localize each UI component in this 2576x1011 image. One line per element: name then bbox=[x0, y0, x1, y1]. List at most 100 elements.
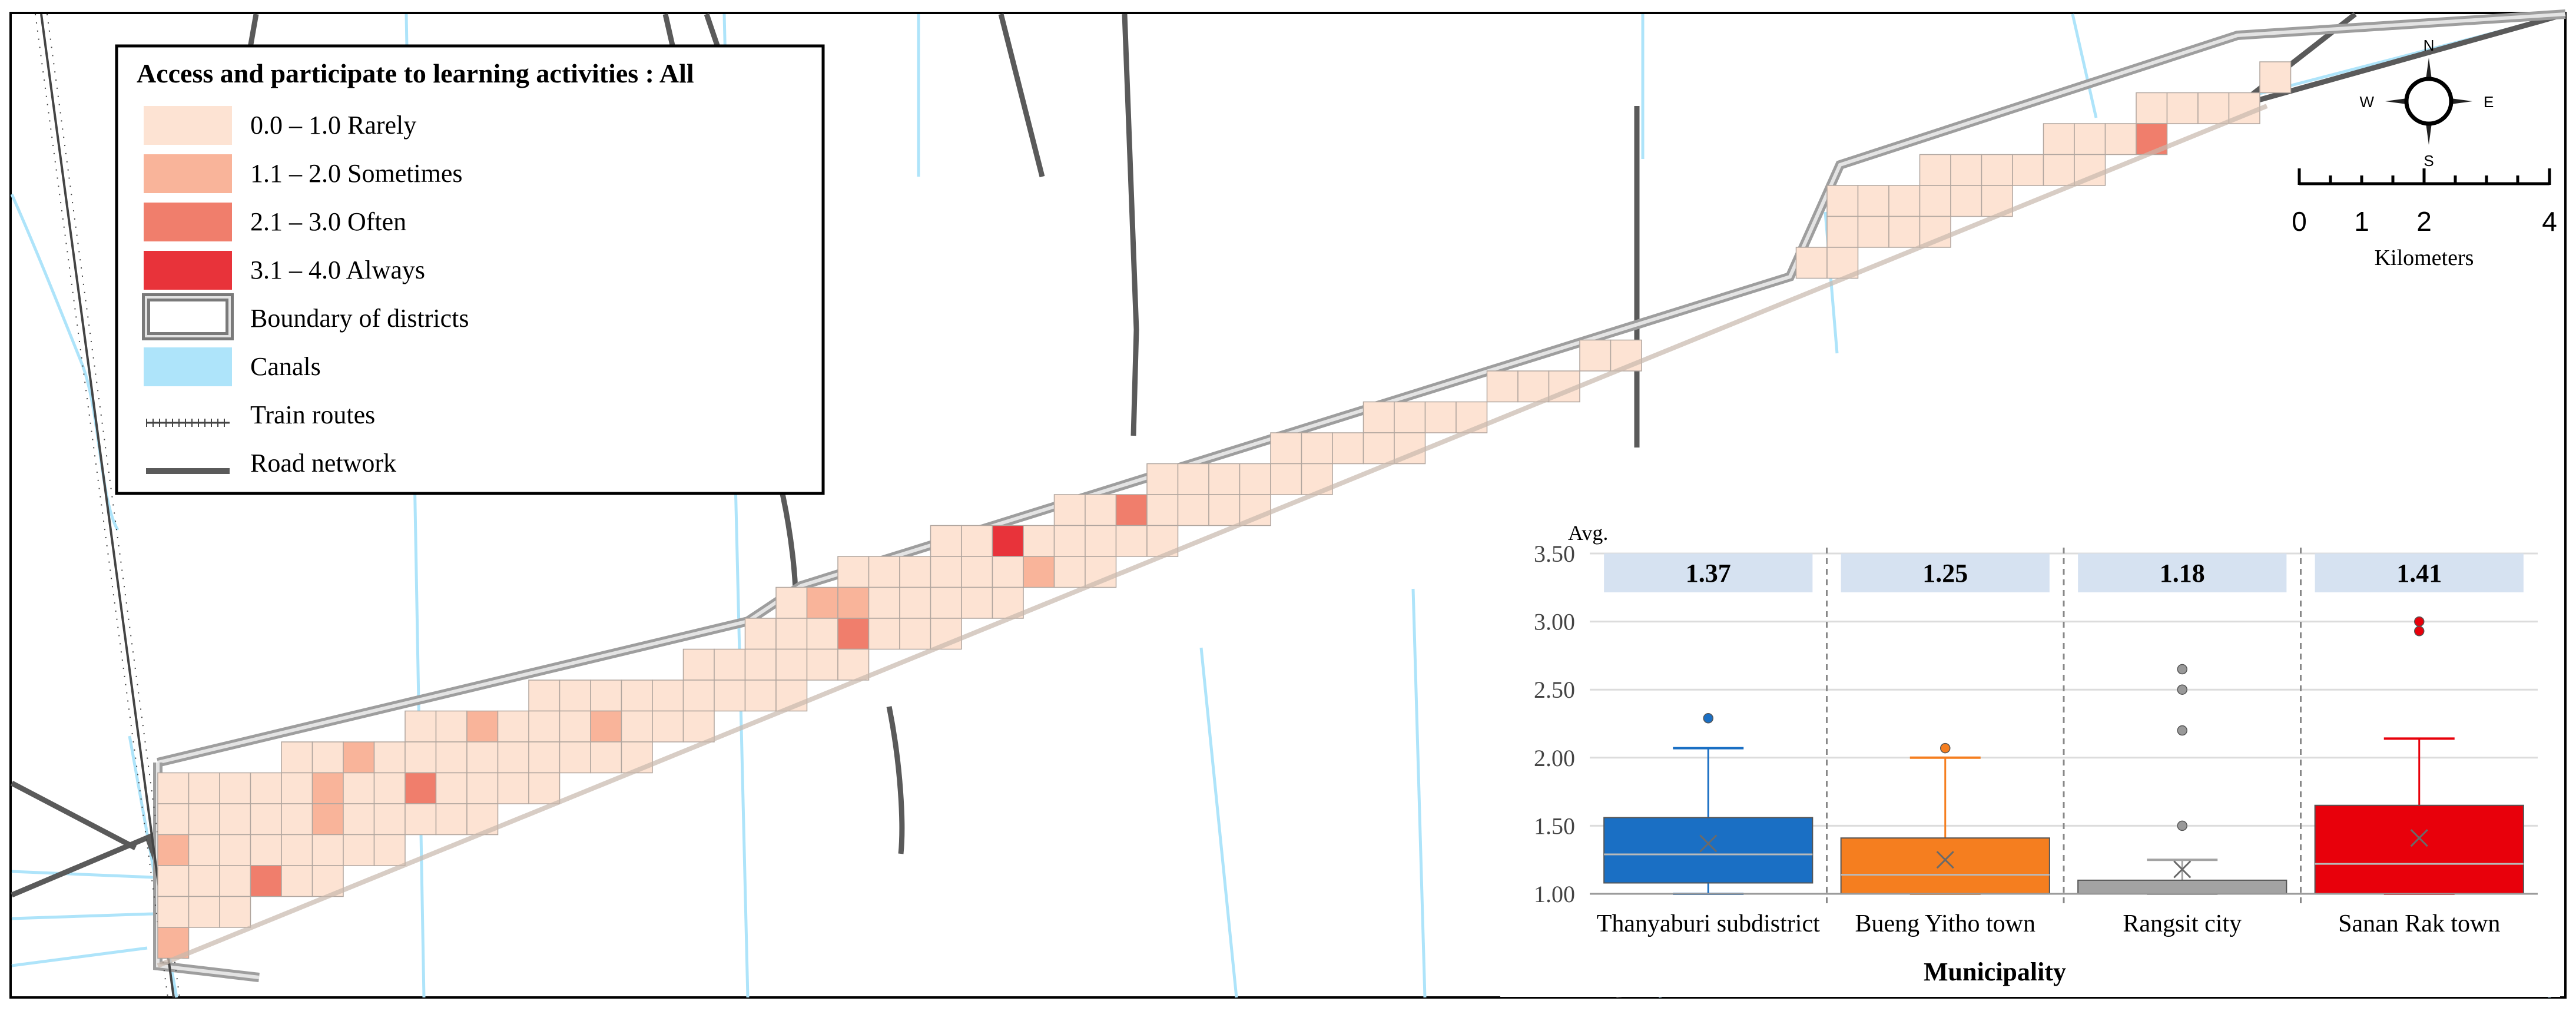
avg-label: 1.18 bbox=[2160, 559, 2205, 588]
box bbox=[2077, 879, 2287, 895]
grid-cell bbox=[435, 772, 468, 804]
outlier-point bbox=[2414, 616, 2425, 627]
grid-cell bbox=[466, 741, 499, 774]
grid-cell bbox=[1795, 247, 1828, 279]
legend-swatch-often bbox=[144, 203, 232, 241]
box bbox=[2314, 804, 2524, 894]
grid-cell bbox=[497, 710, 529, 742]
chart-background bbox=[1500, 521, 2560, 997]
y-tick-label: 2.50 bbox=[1534, 677, 1575, 703]
grid-cell bbox=[621, 710, 653, 742]
grid-cell bbox=[744, 679, 777, 712]
grid-cell bbox=[2104, 123, 2137, 155]
grid-cell bbox=[2259, 61, 2292, 94]
legend-label-sometimes: 1.1 – 2.0 Sometimes bbox=[250, 159, 463, 188]
y-tick-label: 3.00 bbox=[1534, 609, 1575, 635]
compass-s: S bbox=[2424, 152, 2434, 170]
grid-cell bbox=[497, 741, 529, 774]
grid-cell bbox=[837, 618, 870, 650]
scale-tick-2: 2 bbox=[2416, 206, 2432, 237]
grid-cell bbox=[775, 586, 808, 619]
grid-cell bbox=[219, 834, 251, 866]
avg-label: 1.25 bbox=[1922, 559, 1968, 588]
grid-cell bbox=[281, 865, 313, 897]
grid-cell bbox=[157, 896, 190, 928]
grid-cell bbox=[343, 803, 375, 836]
grid-cell bbox=[1177, 463, 1209, 495]
category-label: Bueng Yitho town bbox=[1855, 910, 2035, 937]
grid-cell bbox=[373, 741, 406, 774]
grid-cell bbox=[806, 618, 838, 650]
mean-marker bbox=[2410, 829, 2428, 847]
y-tick-label: 1.50 bbox=[1534, 813, 1575, 839]
grid-cell bbox=[281, 772, 313, 804]
grid-cell bbox=[528, 679, 561, 712]
boxplot-chart: Avg. Municipality 3.50 3.00 2.50 2.00 1.50 1.… bbox=[1500, 521, 2560, 997]
grid-cell bbox=[343, 741, 375, 774]
grid-cell bbox=[188, 803, 220, 836]
grid-cell bbox=[188, 896, 220, 928]
grid-cell bbox=[219, 865, 251, 897]
grid-cell bbox=[837, 586, 870, 619]
grid-cell bbox=[1394, 401, 1426, 433]
grid-cell bbox=[528, 741, 561, 774]
grid-cell bbox=[1486, 370, 1519, 403]
y-tick-label: 3.50 bbox=[1534, 541, 1575, 567]
chart-xlabel: Municipality bbox=[1924, 957, 2066, 986]
grid-cell bbox=[1919, 185, 1951, 217]
grid-cell bbox=[405, 803, 437, 836]
grid-cell bbox=[2197, 92, 2230, 124]
legend-label-road: Road network bbox=[250, 449, 396, 478]
grid-cell bbox=[775, 618, 808, 650]
grid-cell bbox=[590, 679, 622, 712]
grid-cell bbox=[744, 618, 777, 650]
grid-cell bbox=[590, 741, 622, 774]
compass-w: W bbox=[2359, 93, 2374, 111]
grid-cell bbox=[652, 679, 684, 712]
grid-cell bbox=[497, 772, 529, 804]
grid-cell bbox=[1146, 494, 1179, 526]
grid-cell bbox=[528, 772, 561, 804]
grid-cell bbox=[311, 834, 344, 866]
grid-cell bbox=[1208, 494, 1241, 526]
grid-cell bbox=[590, 710, 622, 742]
grid-cell bbox=[992, 556, 1024, 588]
grid-cell bbox=[343, 834, 375, 866]
grid-cell bbox=[1579, 339, 1612, 372]
train-route bbox=[35, 14, 180, 998]
avg-label-box bbox=[1841, 553, 2050, 592]
grid-cell bbox=[281, 741, 313, 774]
compass-e: E bbox=[2484, 93, 2494, 111]
grid-cell bbox=[188, 772, 220, 804]
grid-cell bbox=[1115, 525, 1148, 557]
scale-bar bbox=[2297, 168, 2551, 185]
grid-cell bbox=[559, 679, 591, 712]
legend-swatch-rarely bbox=[144, 106, 232, 145]
grid-cell bbox=[157, 834, 190, 866]
legend-box bbox=[115, 44, 825, 495]
grid-cell bbox=[899, 586, 931, 619]
grid-cell bbox=[868, 618, 900, 650]
grid-cell bbox=[1362, 401, 1395, 433]
grid-cell bbox=[682, 679, 715, 712]
grid-cell bbox=[992, 525, 1024, 557]
grid-cell bbox=[405, 772, 437, 804]
legend: Access and participate to learning activ… bbox=[115, 44, 825, 495]
grid-cell bbox=[1332, 432, 1364, 465]
legend-label-always: 3.1 – 4.0 Always bbox=[250, 256, 425, 284]
grid-cell bbox=[1085, 494, 1117, 526]
grid-cell bbox=[466, 710, 499, 742]
chart-boxes: 1.37 Thanyaburi subdistrict 1.25 Bueng Yith… bbox=[1590, 548, 2538, 937]
grid-cell bbox=[435, 741, 468, 774]
legend-swatch-canals bbox=[144, 347, 232, 386]
grid-cell bbox=[1888, 185, 1921, 217]
mean-marker bbox=[2173, 860, 2192, 879]
north-arrow-icon: N S E W bbox=[2359, 37, 2494, 170]
grid-cell bbox=[1115, 494, 1148, 526]
grid-cell bbox=[1857, 216, 1889, 248]
grid-cell bbox=[281, 834, 313, 866]
grid-cell bbox=[2043, 154, 2075, 186]
grid-cell bbox=[652, 710, 684, 742]
scale-tick-0: 0 bbox=[2292, 206, 2307, 237]
grid-cell bbox=[961, 586, 993, 619]
